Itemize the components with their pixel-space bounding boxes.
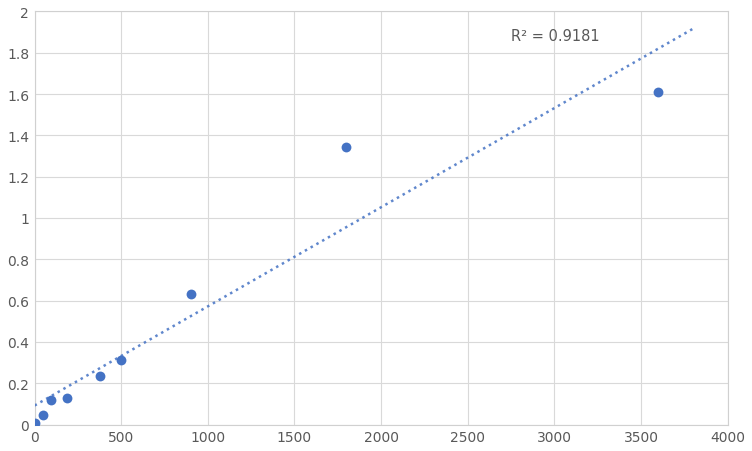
Text: R² = 0.9181: R² = 0.9181	[511, 29, 599, 44]
Point	[29, 420, 41, 427]
Point	[37, 412, 49, 419]
Point	[184, 291, 196, 299]
Point	[61, 394, 73, 401]
Point	[341, 144, 353, 151]
Point	[93, 373, 105, 380]
Point	[45, 396, 57, 404]
Point	[115, 357, 127, 364]
Point	[652, 89, 664, 97]
